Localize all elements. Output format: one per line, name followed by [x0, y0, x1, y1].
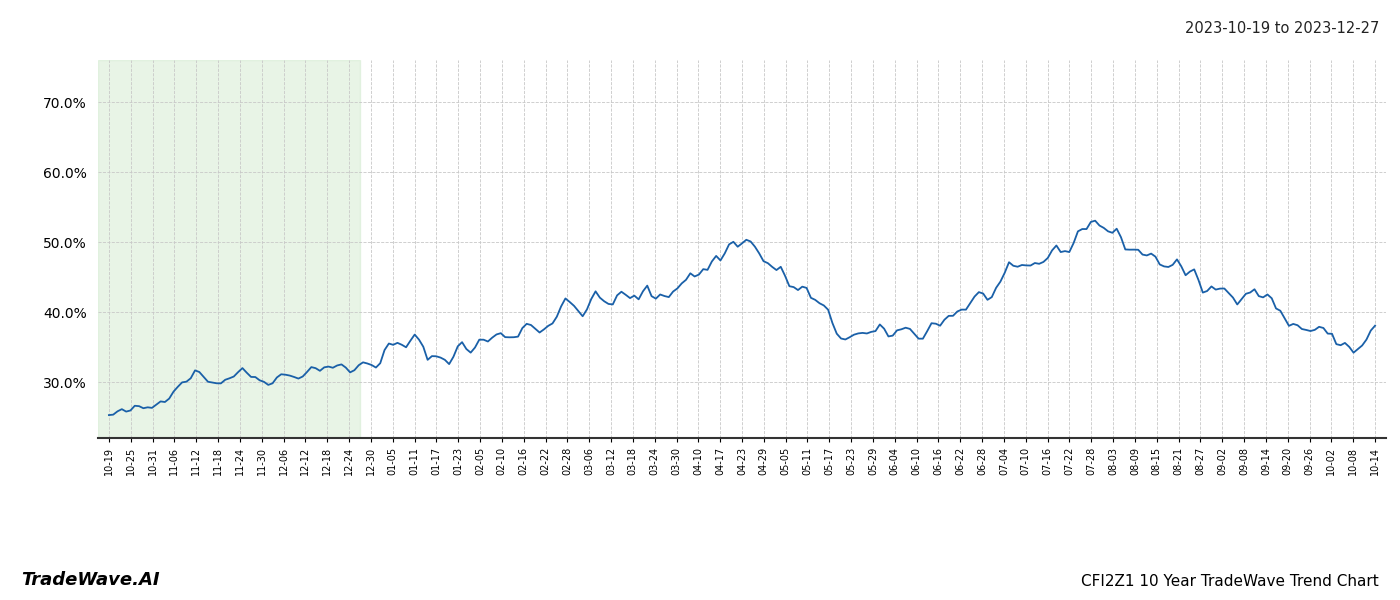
Text: TradeWave.AI: TradeWave.AI	[21, 571, 160, 589]
Text: CFI2Z1 10 Year TradeWave Trend Chart: CFI2Z1 10 Year TradeWave Trend Chart	[1081, 574, 1379, 589]
Bar	[98, 60, 360, 438]
Text: 2023-10-19 to 2023-12-27: 2023-10-19 to 2023-12-27	[1184, 21, 1379, 36]
